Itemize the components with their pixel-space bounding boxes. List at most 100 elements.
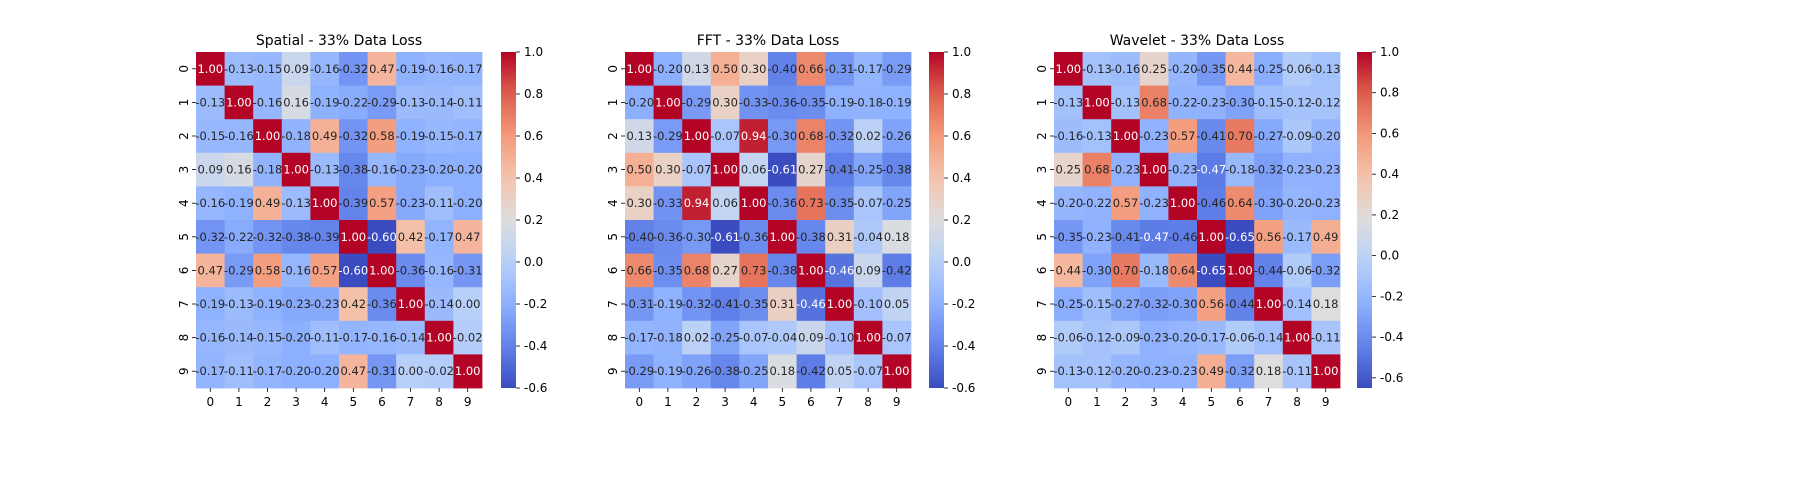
heatmap-cell: [281, 152, 311, 187]
heatmap-cell: [1111, 186, 1141, 221]
heatmap-cell: [196, 320, 225, 355]
colorbar-tick-label: -0.4: [952, 339, 975, 353]
heatmap-cell: [1254, 287, 1284, 322]
heatmap-cell: [224, 320, 254, 355]
heatmap-cell: [682, 287, 712, 322]
heatmap-cell: [1225, 253, 1255, 288]
cell-label: 0.49: [255, 196, 281, 210]
cell-label: -0.41: [1111, 230, 1141, 244]
heatmap-cell: [653, 85, 683, 120]
y-tick-label: 7: [606, 300, 620, 308]
cell-label: -0.16: [253, 95, 283, 109]
cell-label: -0.31: [367, 364, 397, 378]
heatmap-cell: [396, 354, 426, 389]
heatmap-cell: [882, 354, 912, 389]
cell-label: -0.47: [1139, 230, 1169, 244]
heatmap-cell: [768, 52, 797, 86]
x-tick-label: 9: [1322, 395, 1330, 409]
cell-label: -0.13: [1053, 364, 1083, 378]
cell-label: -0.20: [453, 196, 483, 210]
colorbar-tick-label: 0.6: [524, 129, 543, 143]
cell-label: 0.30: [741, 62, 767, 76]
heatmap-cell: [367, 85, 397, 120]
heatmap-cell: [424, 320, 454, 355]
cell-label: -0.07: [882, 331, 912, 345]
cell-label: -0.20: [1053, 196, 1083, 210]
heatmap-cell: [825, 85, 855, 120]
heatmap-cell: [710, 253, 740, 288]
heatmap-cell: [396, 186, 426, 221]
cell-label: -0.23: [1311, 196, 1341, 210]
x-tick-label: 9: [893, 395, 901, 409]
cell-label: -0.13: [1053, 95, 1083, 109]
cell-label: -0.02: [424, 364, 454, 378]
cell-label: -0.41: [710, 297, 740, 311]
heatmap-cell: [739, 253, 769, 288]
heatmap-cell: [310, 220, 340, 254]
cell-label: 0.02: [684, 331, 710, 345]
heatmap-cell: [853, 52, 883, 86]
cell-label: 0.44: [1055, 263, 1081, 277]
heatmap-cell: [367, 320, 397, 355]
cell-label: 0.09: [798, 331, 824, 345]
x-tick-label: 7: [1265, 395, 1273, 409]
y-tick-label: 0: [177, 65, 191, 73]
cell-label: -0.16: [1111, 62, 1141, 76]
heatmap-cell: [825, 119, 855, 154]
cell-label: -0.10: [853, 297, 883, 311]
cell-label: 0.49: [1313, 230, 1339, 244]
heatmap-cell: [424, 287, 454, 322]
heatmap-cell: [825, 320, 855, 355]
heatmap-cell: [1311, 287, 1341, 322]
heatmap-cell: [882, 320, 912, 355]
cell-label: -0.41: [825, 163, 855, 177]
colorbar-tick-label: -0.6: [952, 381, 975, 395]
cell-label: -0.20: [424, 163, 454, 177]
heatmap-cell: [310, 354, 340, 389]
cell-label: -0.09: [1282, 129, 1312, 143]
heatmap-cell: [396, 52, 426, 86]
cell-label: -0.20: [1282, 196, 1312, 210]
heatmap-cell: [224, 253, 254, 288]
cell-label: -0.36: [653, 230, 683, 244]
cell-label: -0.29: [653, 129, 683, 143]
heatmap-cell: [1054, 354, 1083, 389]
heatmap-cell: [796, 152, 826, 187]
heatmap-cell: [1168, 220, 1198, 254]
heatmap-cell: [1139, 52, 1169, 86]
x-tick-label: 8: [864, 395, 872, 409]
heatmap-cell: [453, 152, 483, 187]
y-tick-label: 3: [606, 166, 620, 174]
heatmap-cell: [310, 186, 340, 221]
cell-label: -0.11: [453, 95, 483, 109]
heatmap-cell: [339, 287, 368, 322]
cell-label: -0.23: [1168, 163, 1198, 177]
heatmap-cell: [1139, 119, 1169, 154]
x-tick-label: 1: [1093, 395, 1101, 409]
heatmap-cell: [739, 186, 769, 221]
cell-label: 0.57: [312, 263, 338, 277]
cell-label: -0.40: [624, 230, 654, 244]
cell-label: 0.56: [1256, 230, 1282, 244]
cell-label: -0.40: [767, 62, 797, 76]
cell-label: -0.23: [1311, 163, 1341, 177]
colorbar-tick-label: 0.4: [524, 171, 543, 185]
heatmap-cell: [653, 152, 683, 187]
heatmap-cell: [1111, 52, 1141, 86]
cell-label: 1.00: [1170, 196, 1196, 210]
x-tick-label: 0: [206, 395, 214, 409]
colorbar-tick-label: 0.2: [1380, 208, 1399, 222]
colorbar-tick-label: 0.0: [1380, 249, 1399, 263]
heatmap-cell: [796, 119, 826, 154]
cell-label: 0.42: [398, 230, 424, 244]
cell-label: -0.06: [1225, 331, 1255, 345]
heatmap-cell: [1311, 119, 1341, 154]
heatmap-cell: [682, 320, 712, 355]
heatmap-cell: [1311, 186, 1341, 221]
cell-label: 0.18: [769, 364, 795, 378]
heatmap-cell: [1282, 186, 1312, 221]
heatmap-cell: [768, 253, 797, 288]
cell-label: -0.60: [367, 230, 397, 244]
